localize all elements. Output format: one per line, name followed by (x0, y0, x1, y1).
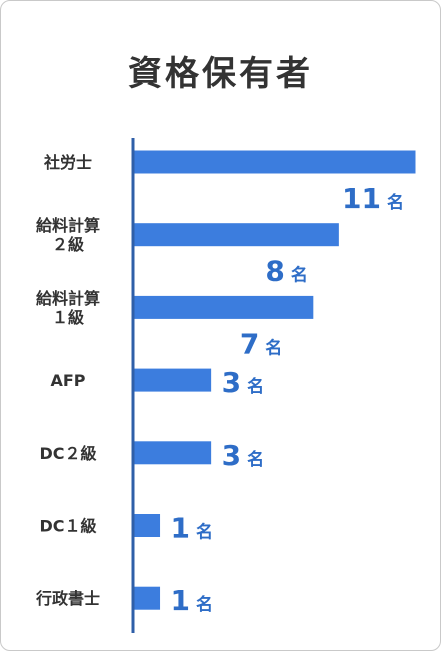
bar (134, 223, 339, 247)
category-label: DC１級 (39, 517, 96, 536)
category-label: DC２級 (39, 444, 96, 463)
bar (134, 514, 161, 537)
bar (134, 368, 212, 392)
bar (134, 586, 161, 610)
bar (134, 295, 314, 319)
category-label: 行政書士 (35, 589, 100, 608)
category-label: 給料計算２級 (36, 216, 100, 254)
bar (134, 150, 416, 174)
chart-title: 資格保有者 (128, 54, 313, 94)
category-label: 給料計算１級 (36, 289, 100, 327)
data-label: 11 名 (342, 182, 404, 215)
category-label: 社労士 (43, 153, 92, 172)
bar (134, 441, 212, 465)
category-label: AFP (50, 371, 85, 390)
